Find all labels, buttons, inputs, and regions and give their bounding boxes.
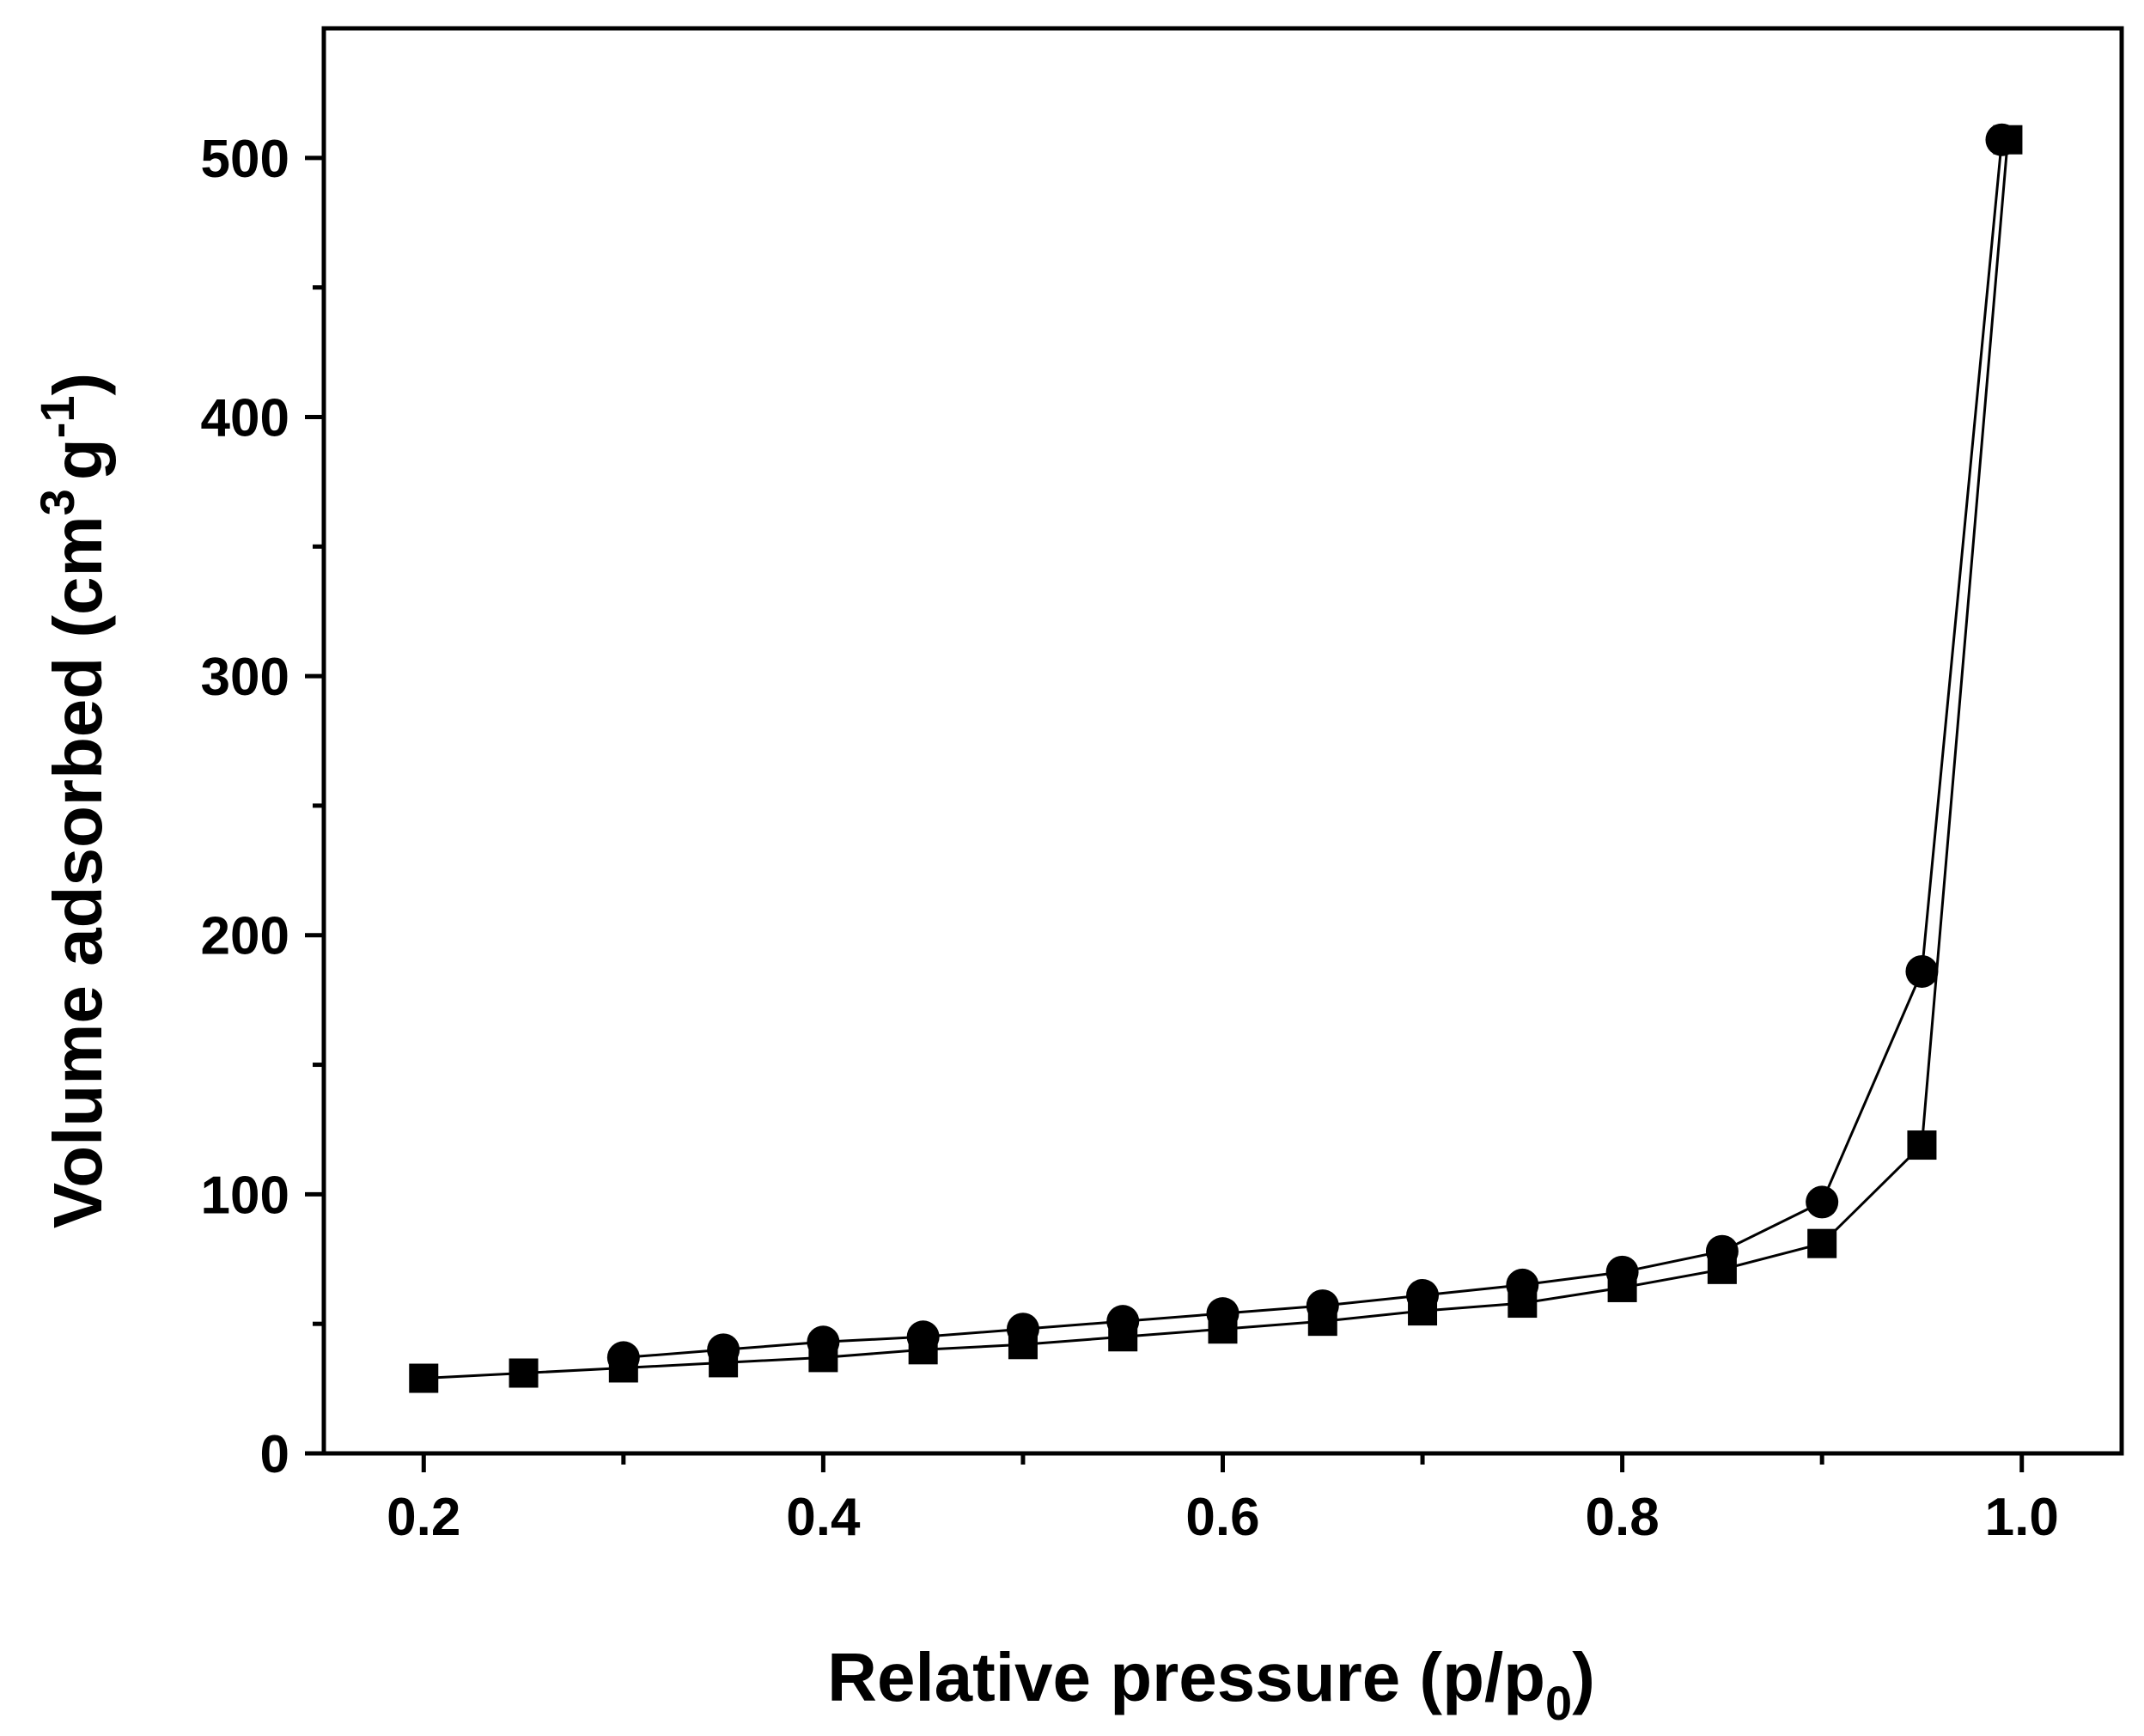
y-tick-label: 200 bbox=[201, 907, 289, 966]
y-axis-ticks: 0 100 200 300 400 500 bbox=[201, 130, 324, 1484]
desorption-point bbox=[1006, 1313, 1039, 1346]
x-tick-label: 1.0 bbox=[1985, 1488, 2059, 1547]
desorption-point bbox=[606, 1341, 640, 1374]
desorption-point bbox=[1406, 1279, 1440, 1313]
x-tick-label: 0.8 bbox=[1586, 1488, 1660, 1547]
y-tick-label: 0 bbox=[260, 1425, 289, 1484]
y-tick-label: 100 bbox=[201, 1166, 289, 1225]
desorption-point bbox=[1206, 1297, 1240, 1331]
adsorption-point bbox=[409, 1363, 439, 1393]
desorption-point bbox=[1506, 1268, 1539, 1301]
x-tick-label: 0.6 bbox=[1185, 1488, 1259, 1547]
adsorption-point bbox=[1807, 1228, 1837, 1258]
adsorption-point bbox=[1907, 1130, 1937, 1160]
plot-frame bbox=[321, 26, 2124, 1456]
x-tick-label: 0.2 bbox=[387, 1488, 460, 1547]
y-axis-title: Volume adsorbed (cm3g-1) bbox=[30, 373, 116, 1228]
y-tick-label: 300 bbox=[201, 648, 289, 707]
x-tick-label: 0.4 bbox=[786, 1488, 861, 1547]
adsorption-line bbox=[423, 139, 2009, 1380]
x-axis-title: Relative pressure (p/p0) bbox=[827, 1639, 1595, 1730]
desorption-point bbox=[807, 1325, 840, 1359]
adsorption-point bbox=[509, 1358, 539, 1388]
desorption-line bbox=[623, 139, 2003, 1359]
desorption-point bbox=[707, 1333, 740, 1367]
desorption-point bbox=[1905, 954, 1939, 988]
desorption-point bbox=[906, 1320, 940, 1354]
desorption-point bbox=[1106, 1305, 1140, 1338]
x-axis-ticks: 0.2 0.4 0.6 0.8 1.0 bbox=[387, 1453, 2059, 1547]
desorption-point bbox=[1705, 1234, 1739, 1268]
desorption-point bbox=[1806, 1185, 1839, 1219]
desorption-point bbox=[1306, 1289, 1339, 1323]
y-tick-label: 500 bbox=[201, 130, 289, 189]
desorption-point bbox=[1985, 123, 2019, 156]
y-tick-label: 400 bbox=[201, 388, 289, 448]
desorption-point bbox=[1605, 1255, 1639, 1288]
series-layer bbox=[409, 123, 2023, 1393]
